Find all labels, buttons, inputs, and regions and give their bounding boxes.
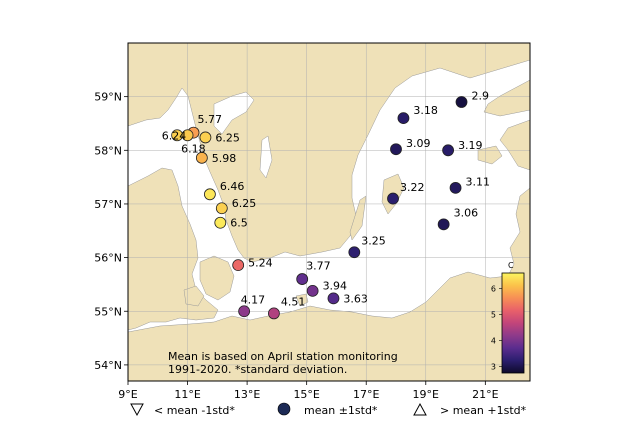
note-line-2: 1991-2020. *standard deviation. (168, 363, 347, 376)
funen-land (183, 285, 205, 307)
colorbar: C 3 4 5 6 (491, 261, 525, 374)
station-marker (348, 246, 361, 259)
legend: < mean -1std* mean ±1std* > mean +1std* (130, 402, 527, 417)
legend-label-mean: mean ±1std* (304, 404, 378, 417)
station-value-label: 6.25 (215, 131, 240, 144)
station-value-label: 6.18 (181, 143, 206, 156)
station-marker (268, 307, 280, 320)
oland-land (349, 195, 367, 241)
lon-tick-label: 13°E (234, 388, 260, 401)
colorbar-ticks: 3 4 5 6 (491, 285, 502, 372)
lat-tick-label: 59°N (94, 91, 122, 104)
lon-tick-label: 21°E (472, 388, 498, 401)
zealand-land (199, 255, 235, 301)
station-value-label: 5.98 (212, 152, 237, 165)
lon-tick-label: 9°E (118, 388, 137, 401)
station-value-label: 3.06 (454, 207, 479, 220)
lake-vattern (259, 135, 273, 179)
station-marker (195, 151, 208, 164)
station-value-label: 6.25 (232, 197, 257, 210)
station-value-label: 6.46 (220, 180, 245, 193)
station-marker (449, 181, 462, 194)
station-value-label: 4.17 (241, 293, 266, 306)
station-marker (232, 259, 245, 272)
triangle-down-icon (130, 403, 144, 417)
station-value-label: 6.5 (230, 217, 248, 230)
station-marker (327, 292, 340, 305)
station-value-label: 3.19 (458, 139, 483, 152)
colorbar-tick-label: 5 (491, 311, 496, 320)
lon-tick-label: 17°E (353, 388, 379, 401)
station-marker (296, 273, 309, 285)
station-marker (390, 143, 402, 156)
station-points: 5.77 6.246.18 6.25 5.98 6.46 6.25 6.5 5.24 3.77 3… (162, 90, 491, 320)
colorbar-title: C (508, 261, 514, 270)
station-marker (199, 131, 212, 144)
bornholm-land (295, 293, 309, 307)
colorbar-tick-label: 3 (491, 363, 496, 372)
station-marker (437, 218, 450, 231)
station-marker (455, 96, 468, 108)
station-value-label: 3.25 (361, 234, 386, 247)
station-marker (387, 192, 399, 205)
colorbar-ramp (501, 272, 525, 374)
station-marker (397, 112, 410, 125)
station-value-label: 3.09 (406, 137, 431, 150)
station-value-label: 5.77 (198, 113, 223, 126)
station-value-label: 3.77 (306, 260, 331, 273)
station-value-label: 3.11 (466, 175, 491, 188)
legend-label-below: < mean -1std* (154, 404, 235, 417)
station-marker (238, 305, 251, 318)
note-line-1: Mean is based on April station monitorin… (168, 350, 398, 363)
station-value-label: 3.18 (413, 104, 438, 117)
lat-tick-label: 54°N (94, 359, 122, 372)
station-marker (306, 284, 319, 297)
colorbar-tick-label: 4 (491, 337, 496, 346)
station-marker (442, 144, 455, 157)
lon-tick-label: 15°E (293, 388, 319, 401)
station-marker (181, 129, 194, 142)
latvia-land (499, 119, 530, 171)
lon-tick-label: 11°E (174, 388, 200, 401)
map-frame (127, 42, 531, 382)
station-value-label: 3.22 (400, 181, 425, 194)
station-marker (215, 202, 228, 215)
lake-vanern (213, 91, 255, 135)
lat-tick-label: 56°N (94, 252, 122, 265)
station-value-label: 6.24 (162, 129, 187, 142)
station-value-label: 5.24 (248, 256, 273, 269)
colorbar-tick-label: 6 (491, 285, 496, 294)
lat-tick-label: 55°N (94, 305, 122, 318)
lat-tick-label: 57°N (94, 198, 122, 211)
station-value-label: 3.94 (323, 280, 348, 293)
legend-label-above: > mean +1std* (440, 404, 527, 417)
lat-tick-label: 58°N (94, 144, 122, 157)
lon-tick-label: 19°E (413, 388, 439, 401)
station-value-label: 4.51 (281, 296, 306, 309)
triangle-up-icon (413, 402, 427, 416)
land-layer (128, 43, 530, 381)
axis-ticks: 9°E 11°E 13°E 15°E 17°E 19°E 21°E 54°N 55°N 56°N 5… (94, 91, 498, 401)
estonia-land (483, 79, 530, 117)
station-marker (203, 188, 216, 201)
station-value-label: 3.63 (343, 292, 368, 305)
station-marker (214, 216, 227, 229)
station-value-label: 2.9 (471, 90, 489, 103)
circle-icon (277, 402, 291, 416)
